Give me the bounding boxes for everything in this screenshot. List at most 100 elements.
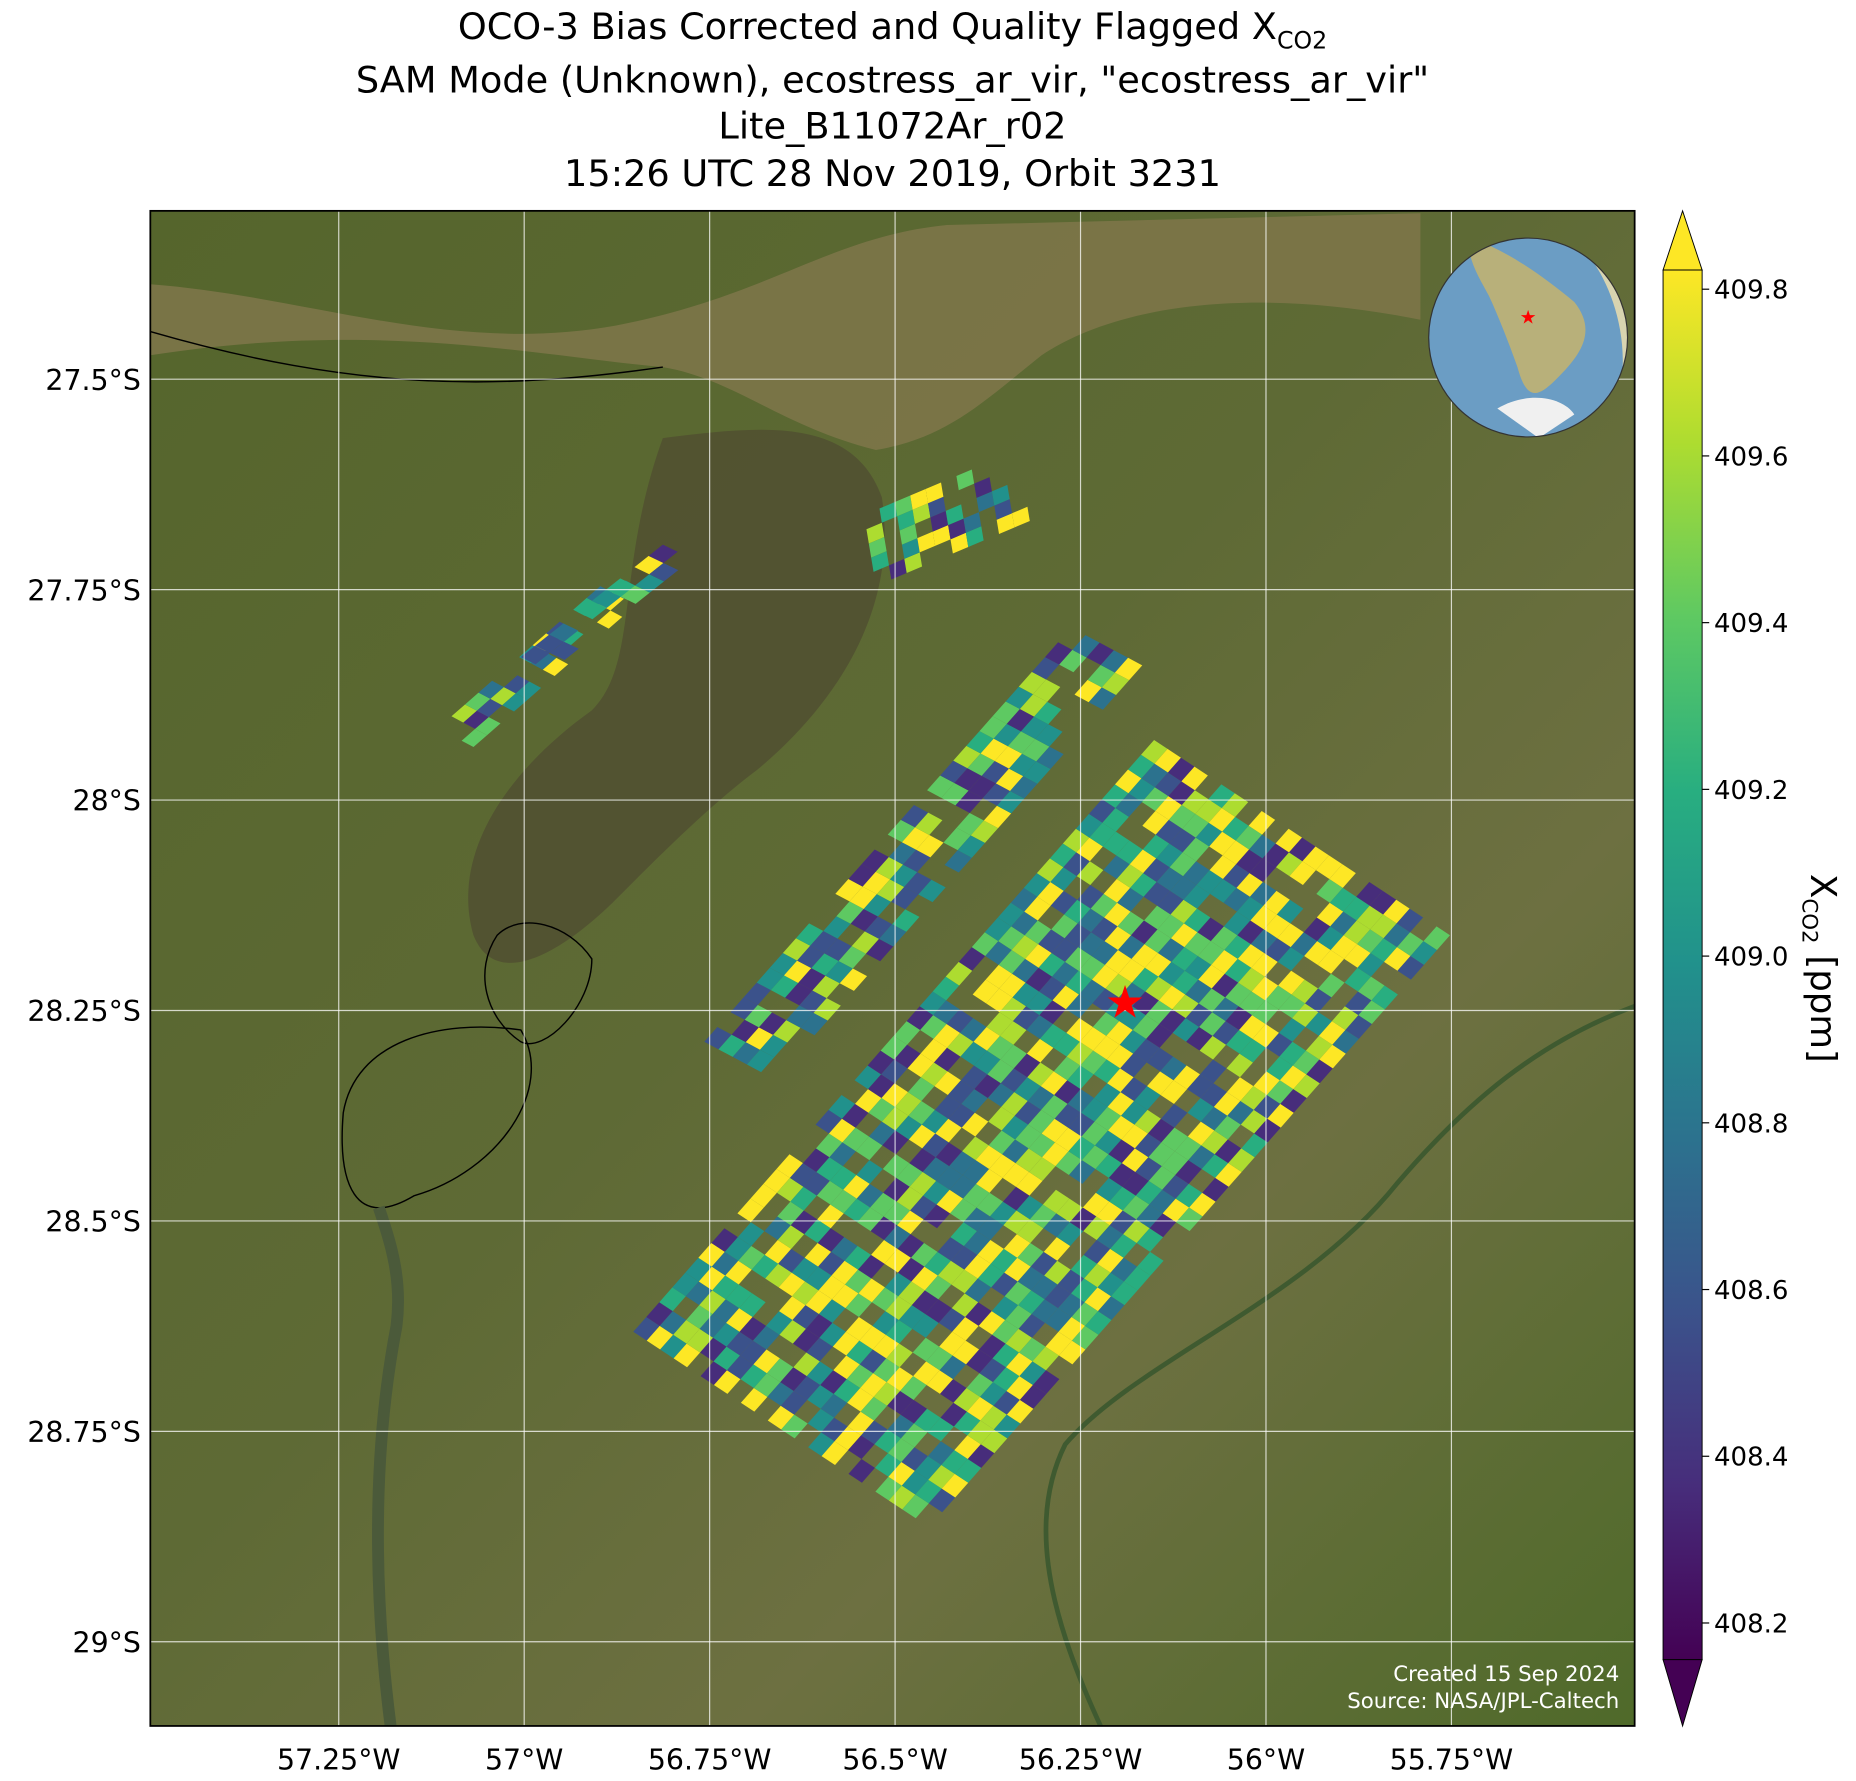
- swath-cell: [1096, 1201, 1123, 1226]
- swath-cell: [1018, 1314, 1046, 1338]
- swath-cell: [1289, 837, 1316, 862]
- swath-cell: [1045, 1308, 1072, 1332]
- swath-cell: [883, 1177, 910, 1202]
- swath-cell: [1105, 973, 1132, 998]
- swath-cell: [916, 834, 944, 858]
- swath-cell: [1249, 858, 1276, 882]
- y-tick-label: 28.75°S: [27, 1416, 141, 1449]
- swath-cell: [1121, 1100, 1148, 1125]
- swath-cell: [1228, 1148, 1255, 1172]
- swath-cell: [1167, 757, 1195, 782]
- swath-cell: [1069, 1207, 1097, 1232]
- river: [372, 1205, 405, 1726]
- swath-cell: [967, 753, 995, 776]
- swath-cell: [1182, 837, 1210, 862]
- swath-cell: [1101, 672, 1130, 695]
- swath-cell: [711, 1251, 739, 1276]
- swath-cell: [1001, 1115, 1029, 1140]
- swath-cell: [1094, 1106, 1122, 1131]
- swath-cell: [858, 1254, 885, 1279]
- swath-cell: [1252, 1000, 1279, 1025]
- swath-cell: [823, 916, 851, 939]
- swath-cell: [1315, 855, 1343, 880]
- swath-cell: [1056, 1222, 1084, 1246]
- swath-cell: [1292, 1003, 1319, 1027]
- swath-cell: [520, 645, 550, 665]
- swath-cell: [848, 1435, 875, 1460]
- swath-cell: [1304, 941, 1331, 965]
- swath-cell: [725, 1284, 753, 1309]
- swath-cell: [946, 1009, 974, 1033]
- swath-cell: [976, 491, 995, 513]
- swath-cell: [1267, 1103, 1294, 1128]
- swath-cell: [923, 1204, 951, 1229]
- swath-cell: [743, 982, 771, 1005]
- swath-cell: [591, 589, 621, 608]
- swath-cell: [1029, 1157, 1056, 1181]
- globe-target: ★: [1520, 306, 1537, 328]
- colorbar-tick-label: 409.6: [1714, 442, 1789, 472]
- swath-cell: [961, 1112, 989, 1137]
- swath-cell: [951, 1269, 978, 1294]
- swath-cell: [1154, 748, 1181, 773]
- swath-cell: [1121, 1148, 1149, 1172]
- swath-cell: [1199, 1035, 1227, 1060]
- swath-cell: [884, 1272, 912, 1297]
- swath-cell: [1344, 991, 1372, 1016]
- swath-cell: [918, 879, 946, 903]
- globe-inset: [1428, 238, 1628, 437]
- swath-cell: [1200, 1083, 1227, 1107]
- swath-cell: [1250, 905, 1277, 930]
- swath-cell: [871, 1240, 898, 1264]
- swath-cell: [960, 1065, 988, 1090]
- swath-cell: [812, 975, 840, 999]
- swath-cell: [1071, 1302, 1099, 1326]
- swath-cell: [1195, 799, 1222, 823]
- swath-cell: [770, 975, 799, 998]
- swath-cell: [1144, 929, 1171, 954]
- swath-cell: [984, 917, 1012, 942]
- swath-cell: [1010, 887, 1038, 912]
- swath-cell: [1155, 819, 1183, 844]
- swath-cell: [685, 1281, 713, 1306]
- swath-cell: [900, 805, 929, 828]
- swath-cell: [1276, 899, 1304, 924]
- swath-cell: [1041, 1095, 1068, 1119]
- swath-cell: [1091, 917, 1118, 942]
- swath-cell: [922, 1133, 949, 1158]
- swath-cell: [842, 1103, 869, 1128]
- swath-cell: [865, 938, 894, 962]
- swath-cell: [973, 1026, 1000, 1051]
- swath-cell: [778, 1248, 805, 1273]
- swath-cell: [879, 502, 898, 523]
- swath-cell: [699, 1290, 726, 1315]
- swath-cell: [956, 812, 984, 836]
- swath-cell: [1037, 881, 1064, 906]
- swath-cell: [1187, 1098, 1214, 1122]
- swath-cell: [986, 1012, 1014, 1036]
- swath-cell: [731, 1019, 759, 1043]
- swath-cell: [1317, 950, 1345, 974]
- swath-cell: [776, 1177, 804, 1202]
- swath-cell: [1031, 1299, 1059, 1323]
- swath-cell: [1141, 787, 1169, 811]
- swath-cell: [993, 1414, 1021, 1439]
- swath-cell: [1042, 1189, 1070, 1214]
- swath-cell: [855, 1089, 882, 1113]
- swath-cell: [937, 1237, 964, 1261]
- swath-cell: [1065, 994, 1093, 1019]
- swath-cell: [870, 1192, 897, 1217]
- swath-cell: [1106, 1021, 1133, 1045]
- swath-cell: [1058, 1316, 1085, 1341]
- swath-cell: [1329, 864, 1356, 888]
- swath-cell: [980, 1405, 1007, 1430]
- swath-cell: [1343, 920, 1371, 945]
- swath-cell: [1064, 899, 1091, 924]
- swath-cell: [1078, 932, 1105, 956]
- swath-cell: [777, 1201, 804, 1226]
- swath-cell: [896, 1163, 923, 1187]
- swath-cell: [955, 790, 983, 813]
- swath-cell: [844, 1245, 872, 1270]
- swath-cell: [773, 1020, 801, 1043]
- swath-cell: [956, 469, 975, 491]
